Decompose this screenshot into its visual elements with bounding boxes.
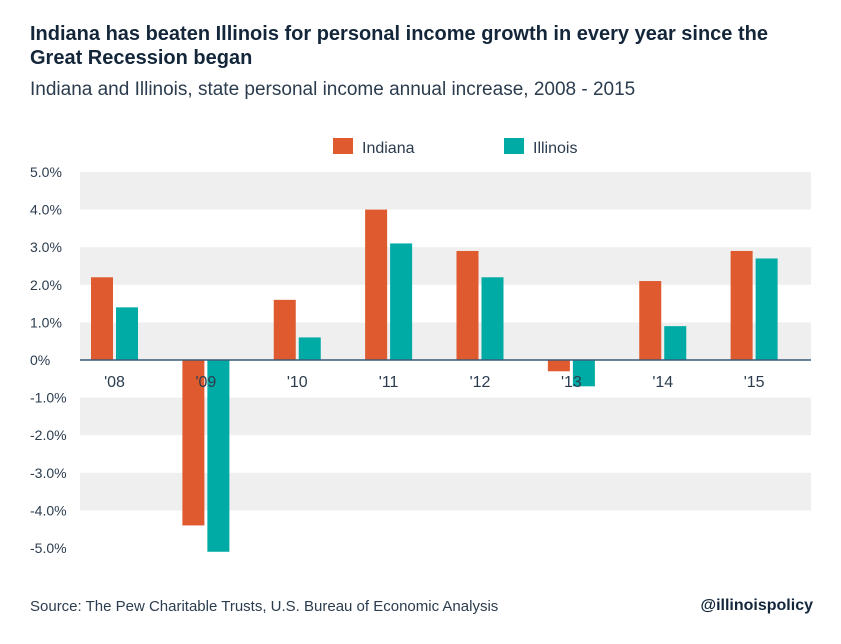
- grid-band: [80, 172, 811, 210]
- bar-indiana-4: [456, 250, 479, 360]
- legend-swatch-illinois: [504, 138, 524, 154]
- bar-indiana-5: [547, 360, 570, 372]
- y-tick-label: 5.0%: [30, 164, 62, 180]
- x-category-label: '08: [104, 374, 125, 391]
- bar-indiana-1: [182, 360, 205, 526]
- y-tick-label: 1.0%: [30, 314, 62, 330]
- bar-illinois-6: [664, 326, 687, 360]
- bar-indiana-0: [91, 277, 113, 360]
- bar-indiana-2: [273, 299, 296, 360]
- y-tick-label: 3.0%: [30, 239, 62, 255]
- x-category-label: '11: [379, 374, 399, 391]
- legend-label-indiana: Indiana: [362, 140, 415, 157]
- x-axis-categories: '08 '09 '10 '11 '12 '13 '14 '15: [104, 374, 765, 391]
- y-tick-label: -2.0%: [30, 427, 67, 443]
- grid-band: [80, 247, 811, 285]
- grid-band: [80, 322, 811, 360]
- bar-indiana-6: [639, 281, 662, 360]
- y-tick-label: -3.0%: [30, 465, 67, 481]
- x-category-label: '09: [195, 374, 216, 391]
- y-tick-label: 2.0%: [30, 277, 62, 293]
- y-tick-label: 4.0%: [30, 202, 62, 218]
- x-category-label: '15: [744, 374, 765, 391]
- bar-illinois-0: [116, 307, 138, 360]
- brand-handle: @illinoispolicy: [700, 597, 813, 614]
- bars: [91, 209, 778, 552]
- bar-indiana-7: [730, 250, 753, 360]
- chart-subtitle: Indiana and Illinois, state personal inc…: [30, 79, 636, 100]
- x-category-label: '12: [470, 374, 491, 391]
- legend-swatch-indiana: [333, 138, 353, 154]
- chart-title: Indiana has beaten Illinois for personal…: [30, 23, 768, 69]
- y-tick-label: -4.0%: [30, 502, 67, 518]
- bar-illinois-7: [755, 258, 778, 360]
- bar-illinois-2: [298, 337, 321, 360]
- y-tick-label: 0%: [30, 352, 50, 368]
- x-category-label: '10: [287, 374, 308, 391]
- legend: Indiana Illinois: [333, 138, 577, 157]
- bar-illinois-4: [481, 277, 504, 360]
- legend-label-illinois: Illinois: [533, 140, 577, 157]
- x-category-label: '13: [561, 374, 582, 391]
- source-note: Source: The Pew Charitable Trusts, U.S. …: [30, 598, 499, 615]
- y-axis-ticks: 5.0% 4.0% 3.0% 2.0% 1.0% 0% -1.0% -2.0% -3.0% -4.…: [30, 164, 67, 556]
- bar-illinois-3: [390, 243, 413, 360]
- bar-chart: 5.0% 4.0% 3.0% 2.0% 1.0% 0% -1.0% -2.0% -3.0% -4.…: [30, 138, 811, 556]
- y-tick-label: -1.0%: [30, 390, 67, 406]
- y-tick-label: -5.0%: [30, 540, 67, 556]
- bar-indiana-3: [365, 209, 388, 360]
- bar-illinois-1: [207, 360, 230, 552]
- bar-illinois-5: [572, 360, 595, 387]
- x-category-label: '14: [652, 374, 673, 391]
